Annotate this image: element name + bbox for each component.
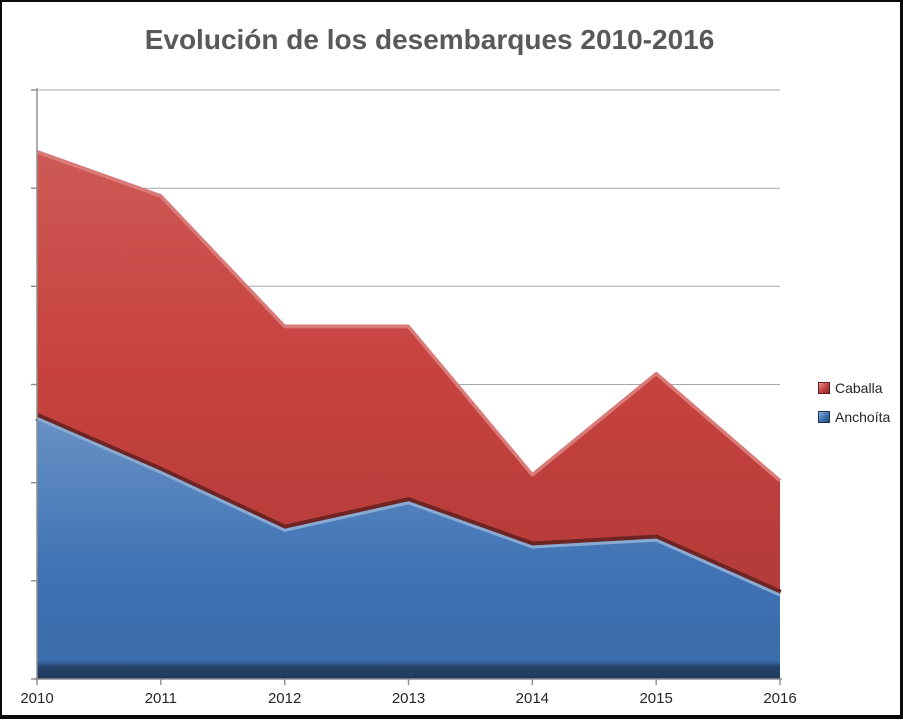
- legend-label-caballa: Caballa: [835, 379, 883, 396]
- x-axis-label-2011: 2011: [144, 690, 177, 707]
- axes: [31, 88, 782, 685]
- chart-title: Evolución de los desembarques 2010-2016: [144, 24, 715, 55]
- x-axis-label-2016: 2016: [763, 690, 797, 707]
- anchoita-series-swatch-icon: [818, 410, 830, 423]
- x-axis-label-2014: 2014: [515, 690, 550, 707]
- legend-label-anchoita: Anchoíta: [835, 408, 891, 425]
- caballa-series-swatch-icon: [818, 381, 830, 394]
- x-axis-label-2013: 2013: [391, 690, 426, 707]
- caballa-top-edge-highlight: [36, 150, 782, 483]
- legend-item-anchoita[interactable]: Anchoíta: [818, 402, 890, 431]
- anchoita-top-edge-highlight: [36, 417, 781, 597]
- x-axis-label-2015: 2015: [639, 690, 673, 707]
- anchoita-area-series[interactable]: [37, 416, 780, 679]
- x-axis-label-2010: 2010: [20, 690, 54, 707]
- legend-item-caballa[interactable]: Caballa: [818, 373, 890, 402]
- legend: Caballa Anchoíta: [818, 373, 890, 431]
- x-axis-label-2012: 2012: [267, 690, 302, 707]
